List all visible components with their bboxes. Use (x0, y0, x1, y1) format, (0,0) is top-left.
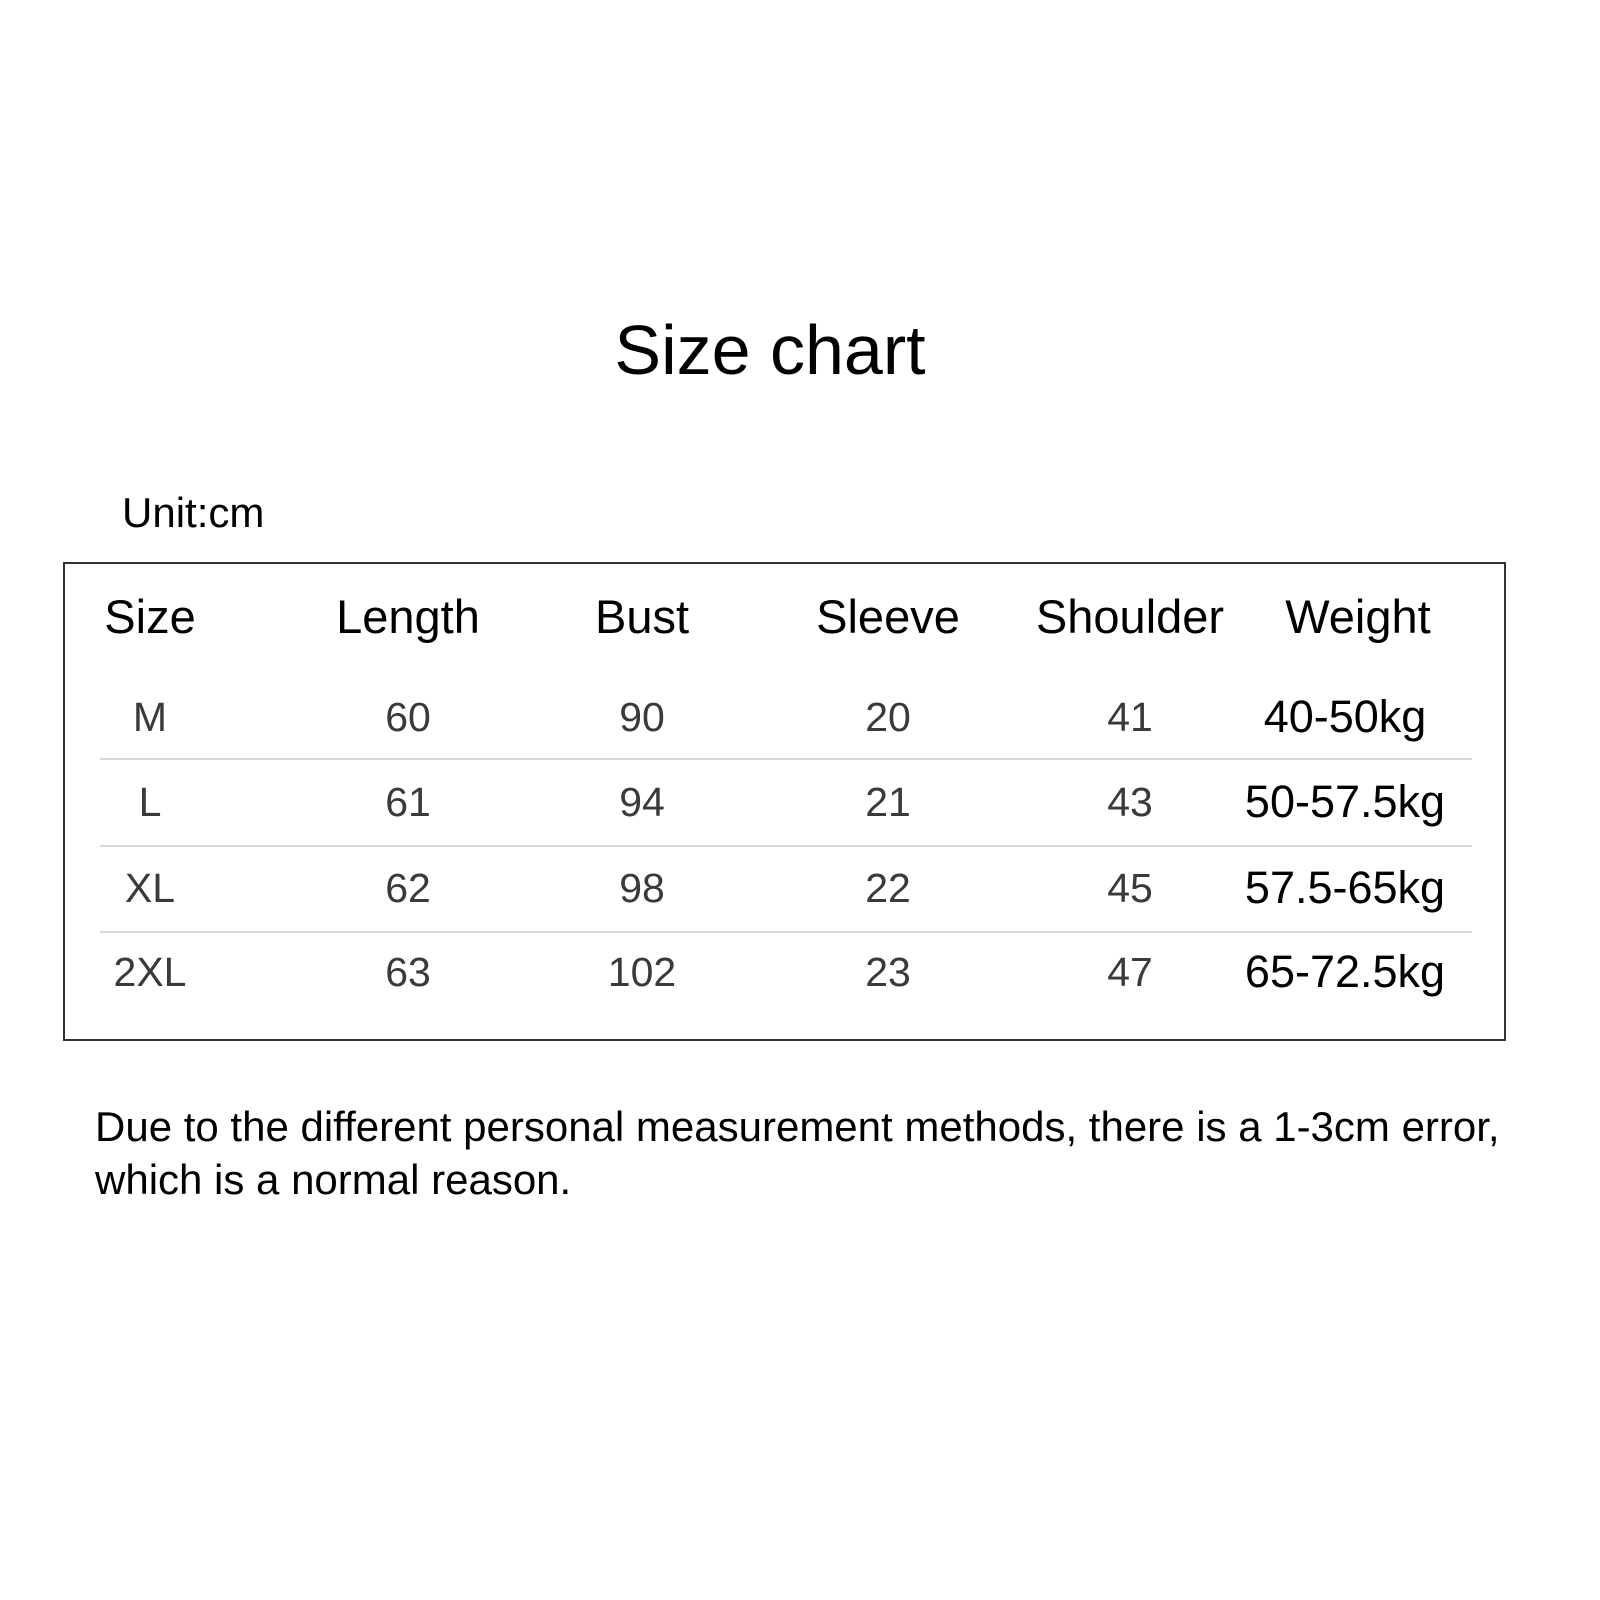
size-table-border (63, 562, 1506, 1041)
cell-sleeve: 20 (865, 694, 911, 740)
cell-sleeve: 22 (865, 865, 911, 911)
cell-weight: 40-50kg (1263, 691, 1427, 742)
cell-bust: 98 (619, 865, 665, 911)
cell-length: 62 (385, 865, 431, 911)
row-divider (100, 931, 1472, 933)
cell-sleeve: 23 (865, 949, 911, 995)
cell-sleeve: 21 (865, 779, 911, 825)
header-shoulder: Shoulder (1035, 590, 1225, 643)
header-length: Length (336, 590, 480, 643)
header-size: Size (104, 590, 196, 643)
measurement-note: Due to the different personal measuremen… (95, 1103, 1500, 1203)
cell-bust: 94 (619, 779, 665, 825)
cell-shoulder: 47 (1107, 949, 1153, 995)
cell-weight: 57.5-65kg (1244, 862, 1446, 913)
cell-length: 60 (385, 694, 431, 740)
row-divider (100, 845, 1472, 847)
row-divider (100, 758, 1472, 760)
cell-size: M (132, 694, 168, 740)
cell-weight: 50-57.5kg (1244, 776, 1446, 827)
page-title: Size chart (614, 311, 926, 389)
cell-shoulder: 43 (1107, 779, 1153, 825)
header-bust: Bust (594, 590, 690, 643)
cell-length: 61 (385, 779, 431, 825)
cell-bust: 102 (607, 949, 677, 995)
header-sleeve: Sleeve (816, 590, 960, 643)
header-weight: Weight (1285, 590, 1431, 643)
cell-bust: 90 (619, 694, 665, 740)
cell-length: 63 (385, 949, 431, 995)
cell-weight: 65-72.5kg (1244, 946, 1446, 997)
unit-label: Unit:cm (122, 489, 265, 536)
cell-size: L (138, 779, 162, 825)
cell-shoulder: 41 (1107, 694, 1153, 740)
cell-shoulder: 45 (1107, 865, 1153, 911)
cell-size: 2XL (113, 949, 187, 995)
cell-size: XL (124, 865, 176, 911)
